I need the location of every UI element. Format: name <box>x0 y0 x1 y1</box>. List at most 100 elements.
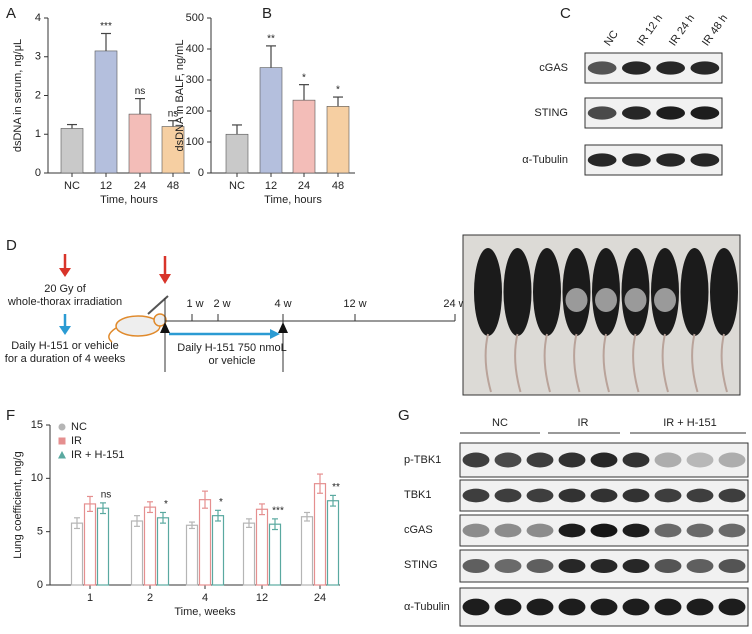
bar <box>60 128 84 174</box>
bar <box>143 506 157 586</box>
mouse <box>710 248 738 336</box>
fur-patch <box>654 288 676 312</box>
arrow-head <box>160 322 170 333</box>
bar <box>259 67 283 174</box>
x-axis-label: Time, hours <box>100 194 158 206</box>
significance: * <box>302 72 306 83</box>
band <box>558 523 586 538</box>
fur-patch <box>624 288 647 312</box>
label: or vehicle <box>208 355 255 367</box>
band <box>622 558 650 574</box>
x-tick-label: 12 <box>256 592 268 604</box>
arrow-head <box>270 329 280 339</box>
tick-label: 12 w <box>343 298 366 310</box>
tick-label: 24 w <box>443 298 466 310</box>
fur-patch <box>595 288 617 312</box>
bar <box>211 515 225 586</box>
band <box>686 558 714 574</box>
band <box>686 488 714 503</box>
significance: * <box>164 499 168 510</box>
band <box>686 452 714 468</box>
y-tick-label: 100 <box>186 136 204 148</box>
group-label: IR + H-151 <box>663 417 717 429</box>
tail <box>573 333 581 393</box>
band <box>690 61 720 75</box>
lane-label: IR 48 h <box>700 12 730 48</box>
band <box>558 598 586 616</box>
lane-label: IR 12 h <box>635 12 665 48</box>
significance: ** <box>332 482 340 493</box>
tail <box>514 333 522 393</box>
x-tick-label: 12 <box>100 180 112 192</box>
band <box>590 598 618 616</box>
bar <box>156 517 170 586</box>
legend-label: NC <box>71 421 87 433</box>
panel-letter: G <box>398 407 410 424</box>
y-tick-label: 0 <box>198 167 204 179</box>
band <box>621 153 651 167</box>
band <box>587 61 617 75</box>
tail <box>484 333 492 393</box>
y-axis-label: dsDNA in serum, ng/μL <box>12 39 24 152</box>
band <box>462 452 490 468</box>
y-axis-label: Lung coefficient, mg/g <box>12 451 24 558</box>
band <box>494 488 522 503</box>
x-tick-label: 24 <box>314 592 326 604</box>
significance: ns <box>168 108 179 119</box>
x-tick-label: 24 <box>298 180 310 192</box>
band <box>462 488 490 503</box>
mouse <box>474 248 502 336</box>
bar <box>313 483 327 586</box>
bar <box>130 520 144 586</box>
mouse <box>503 248 532 336</box>
band <box>718 523 746 538</box>
band <box>558 488 586 503</box>
mouse <box>680 248 709 336</box>
legend-label: IR <box>71 435 82 447</box>
bar <box>225 133 249 174</box>
arrow-head <box>59 268 71 277</box>
band <box>718 452 746 468</box>
lane-label: IR 24 h <box>667 12 697 48</box>
legend-marker <box>58 423 66 431</box>
band <box>494 523 522 538</box>
y-tick-label: 5 <box>37 526 43 538</box>
label: Daily H-151 750 nmoL <box>177 342 286 354</box>
panel-letter: C <box>560 5 571 22</box>
label: whole-thorax irradiation <box>7 296 122 308</box>
band <box>654 558 682 574</box>
significance: ns <box>101 490 112 501</box>
legend-marker <box>58 437 66 445</box>
row-label: STING <box>534 107 568 119</box>
band <box>526 558 554 574</box>
band <box>686 598 714 616</box>
band <box>558 558 586 574</box>
band <box>622 598 650 616</box>
band <box>621 61 651 75</box>
arrow-head <box>278 322 288 333</box>
band <box>494 558 522 574</box>
band <box>656 153 686 167</box>
y-tick-label: 1 <box>35 128 41 140</box>
significance: ** <box>267 34 275 45</box>
y-tick-label: 0 <box>37 579 43 591</box>
mouse-icon <box>153 313 167 327</box>
significance: *** <box>100 21 112 32</box>
y-tick-label: 500 <box>186 12 204 24</box>
band <box>718 488 746 503</box>
band <box>462 558 490 574</box>
fur-patch <box>565 288 588 312</box>
band <box>590 452 618 468</box>
x-tick-label: 1 <box>87 592 93 604</box>
y-tick-label: 0 <box>35 167 41 179</box>
band <box>622 488 650 503</box>
row-label: cGAS <box>539 62 568 74</box>
band <box>654 488 682 503</box>
arrow-head <box>59 326 71 335</box>
group-label: IR <box>578 417 589 429</box>
significance: * <box>336 85 340 96</box>
y-tick-label: 400 <box>186 43 204 55</box>
bar <box>255 508 269 586</box>
band <box>654 598 682 616</box>
